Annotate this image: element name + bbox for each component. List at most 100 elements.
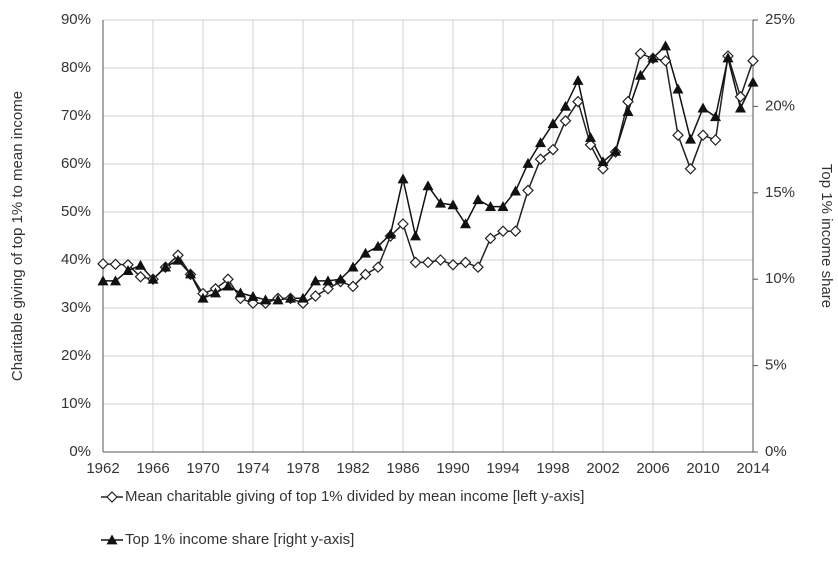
diamond-marker	[459, 256, 472, 269]
triangle-marker	[160, 261, 171, 272]
diamond-marker	[134, 270, 147, 283]
triangle-marker	[310, 275, 321, 286]
y2-tick-label: 5%	[765, 357, 787, 374]
y-tick-label: 60%	[61, 155, 91, 172]
x-tick-label: 1994	[486, 460, 519, 477]
triangle-marker	[260, 294, 271, 305]
triangle-marker	[135, 259, 146, 270]
diamond-marker	[672, 129, 684, 142]
triangle-marker	[197, 292, 209, 303]
y2-tick-label: 10%	[765, 270, 795, 287]
y-tick-label: 20%	[61, 347, 91, 364]
triangle-marker	[635, 69, 646, 80]
diamond-marker	[734, 90, 747, 103]
x-tick-label: 2010	[686, 460, 719, 477]
x-tick-label: 2014	[736, 460, 769, 477]
triangle-marker	[747, 76, 759, 87]
y-tick-label: 50%	[61, 203, 91, 220]
diamond-marker	[397, 218, 409, 230]
x-tick-label: 1962	[86, 460, 119, 477]
triangle-marker	[322, 275, 334, 286]
x-tick-label: 1974	[236, 460, 269, 477]
y-tick-label: 40%	[61, 251, 91, 268]
diamond-marker	[622, 95, 634, 108]
triangle-marker	[572, 74, 584, 85]
triangle-marker	[147, 273, 159, 284]
diamond-marker	[559, 114, 572, 127]
triangle-marker	[435, 197, 446, 208]
y-tick-label: 70%	[61, 107, 91, 124]
diamond-marker	[359, 268, 372, 281]
triangle-marker	[447, 199, 459, 210]
triangle-marker	[372, 240, 384, 251]
y-tick-label: 0%	[69, 443, 91, 460]
y-axis-title: Charitable giving of top 1% to mean inco…	[9, 91, 26, 381]
diamond-marker	[372, 261, 384, 274]
diamond-marker	[697, 129, 709, 142]
triangle-marker	[97, 275, 109, 286]
y2-tick-label: 20%	[765, 97, 795, 114]
triangle-marker	[735, 102, 746, 113]
y2-tick-label: 15%	[765, 184, 795, 201]
triangle-marker	[185, 268, 196, 279]
diamond-marker	[106, 491, 118, 503]
y-tick-label: 90%	[61, 11, 91, 28]
triangle-marker	[585, 132, 596, 142]
diamond-marker	[322, 282, 334, 295]
diamond-marker	[634, 47, 647, 60]
triangle-marker	[697, 102, 709, 113]
triangle-marker	[622, 106, 634, 116]
triangle-marker	[122, 265, 134, 275]
x-tick-label: 1986	[386, 460, 419, 477]
diamond-marker	[534, 153, 547, 166]
triangle-marker	[535, 137, 546, 148]
x-tick-label: 1970	[186, 460, 219, 477]
diamond-marker	[509, 225, 522, 238]
diamond-marker	[659, 54, 672, 67]
diamond-marker	[597, 162, 609, 175]
triangle-marker	[335, 273, 346, 284]
x-tick-label: 1978	[286, 460, 319, 477]
triangle-marker	[522, 157, 534, 168]
diamond-marker	[522, 184, 534, 197]
diamond-marker	[472, 261, 484, 274]
diamond-marker	[709, 134, 722, 146]
diamond-marker	[409, 256, 422, 269]
y-tick-label: 30%	[61, 299, 91, 316]
diamond-marker	[434, 254, 447, 266]
triangle-marker	[172, 254, 184, 265]
diamond-marker	[497, 225, 509, 238]
triangle-marker	[710, 111, 721, 122]
triangle-marker	[347, 261, 359, 272]
triangle-marker	[272, 294, 284, 305]
diamond-marker	[309, 290, 322, 302]
triangle-marker	[660, 40, 671, 51]
diamond-marker	[584, 138, 597, 151]
triangle-marker	[247, 290, 259, 301]
triangle-marker	[385, 228, 396, 239]
diamond-marker	[684, 162, 697, 175]
triangle-marker	[422, 180, 434, 191]
x-tick-label: 1998	[536, 460, 569, 477]
triangle-marker	[510, 185, 521, 196]
triangle-marker	[610, 145, 621, 156]
legend-label: Mean charitable giving of top 1% divided…	[125, 488, 584, 505]
triangle-marker	[497, 201, 509, 212]
x-tick-label: 1966	[136, 460, 169, 477]
triangle-marker	[210, 287, 221, 298]
diamond-marker	[422, 256, 434, 269]
diamond-marker	[747, 54, 759, 67]
triangle-marker	[597, 156, 609, 167]
triangle-marker	[560, 100, 571, 111]
triangle-marker	[647, 52, 659, 63]
triangle-marker	[235, 287, 246, 298]
triangle-marker	[222, 280, 234, 291]
x-tick-label: 1990	[436, 460, 469, 477]
x-tick-label: 2002	[586, 460, 619, 477]
diamond-marker	[484, 232, 497, 245]
triangle-marker	[297, 292, 309, 303]
diamond-marker	[572, 95, 584, 108]
diamond-marker	[547, 143, 559, 156]
triangle-marker	[485, 201, 496, 212]
